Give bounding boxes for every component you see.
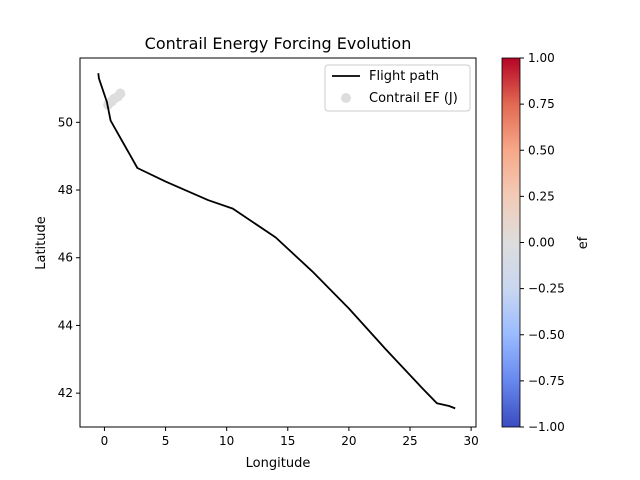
colorbar-label: ef — [576, 236, 591, 249]
x-axis-label: Longitude — [246, 456, 311, 471]
x-tick-label: 15 — [280, 434, 295, 448]
colorbar-tick-label: −0.25 — [528, 282, 565, 296]
colorbar-tick-label: 1.00 — [528, 51, 555, 65]
x-tick-label: 0 — [101, 434, 109, 448]
x-tick-label: 30 — [463, 434, 478, 448]
contrail-ef-point — [115, 88, 126, 99]
legend: Flight path Contrail EF (J) — [324, 64, 471, 112]
colorbar-ticks: 1.00 0.75 0.50 0.25 0.00 −0.25 −0.50 −0.75 −1.00 — [520, 51, 565, 434]
y-tick-label: 50 — [58, 115, 73, 129]
y-tick-label: 46 — [58, 251, 73, 265]
plot-area — [97, 73, 456, 410]
colorbar-tick-label: 0.50 — [528, 143, 555, 157]
y-tick-label: 42 — [58, 386, 73, 400]
legend-box — [324, 64, 471, 112]
legend-flight-path: Flight path — [369, 69, 439, 84]
x-tick-label: 20 — [341, 434, 356, 448]
chart-title: Contrail Energy Forcing Evolution — [145, 34, 412, 53]
x-tick-label: 25 — [402, 434, 417, 448]
colorbar-tick-label: 0.25 — [528, 189, 555, 203]
colorbar-tick-label: −1.00 — [528, 420, 565, 434]
y-axis-label: Latitude — [34, 216, 49, 270]
x-tick-label: 10 — [219, 434, 234, 448]
colorbar — [501, 57, 521, 428]
plot-frame — [79, 57, 477, 428]
colorbar-tick-label: −0.75 — [528, 374, 565, 388]
colorbar-tick-label: 0.75 — [528, 97, 555, 111]
legend-marker-swatch — [341, 93, 351, 103]
x-tick-label: 5 — [162, 434, 170, 448]
y-tick-label: 48 — [58, 183, 73, 197]
flight-path-line — [97, 73, 456, 410]
colorbar-tick-label: −0.50 — [528, 328, 565, 342]
legend-contrail-ef: Contrail EF (J) — [369, 91, 458, 106]
colorbar-tick-label: 0.00 — [528, 236, 555, 250]
y-tick-label: 44 — [58, 318, 73, 332]
